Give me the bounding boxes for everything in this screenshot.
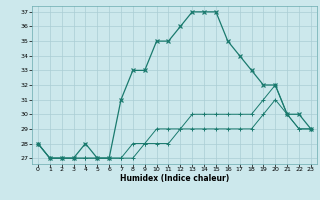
X-axis label: Humidex (Indice chaleur): Humidex (Indice chaleur) xyxy=(120,174,229,183)
